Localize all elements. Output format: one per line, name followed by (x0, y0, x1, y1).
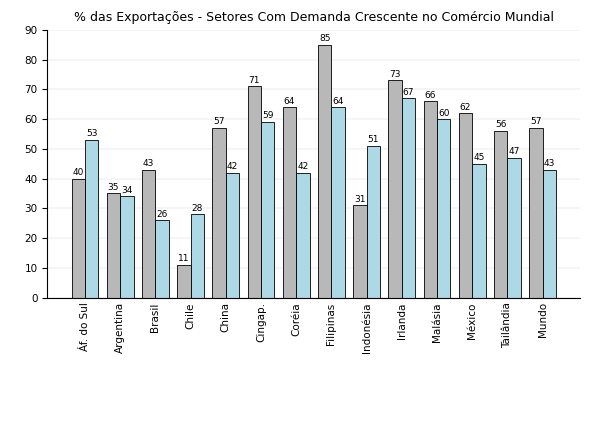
Bar (283, 107, 296, 298)
Text: 45: 45 (473, 153, 484, 162)
Text: 60: 60 (438, 108, 449, 118)
Bar (213, 128, 226, 298)
Bar (191, 214, 204, 298)
Bar (437, 119, 451, 298)
Text: 40: 40 (73, 168, 84, 177)
Bar (332, 107, 345, 298)
Text: 31: 31 (354, 195, 366, 204)
Text: 42: 42 (227, 162, 238, 171)
Bar (494, 131, 507, 298)
Bar (296, 173, 310, 298)
Bar (529, 128, 542, 298)
Bar (388, 80, 402, 297)
Bar (226, 173, 239, 298)
Text: 43: 43 (143, 159, 155, 168)
Text: 26: 26 (156, 210, 168, 219)
Bar (542, 170, 556, 298)
Text: 42: 42 (297, 162, 308, 171)
Bar (507, 158, 521, 298)
Text: 71: 71 (249, 76, 260, 85)
Text: 59: 59 (262, 111, 274, 121)
Text: 34: 34 (121, 186, 133, 195)
Text: 47: 47 (509, 147, 520, 156)
Text: 43: 43 (543, 159, 555, 168)
Bar (177, 265, 191, 297)
Bar (120, 196, 134, 298)
Text: 57: 57 (530, 117, 542, 127)
Bar (85, 140, 98, 298)
Bar (402, 98, 415, 298)
Bar (459, 113, 472, 298)
Bar (155, 220, 169, 298)
Text: 64: 64 (332, 96, 344, 106)
Bar (107, 193, 120, 298)
Text: 11: 11 (178, 254, 189, 264)
Bar (472, 164, 485, 298)
Text: 67: 67 (403, 88, 414, 97)
Bar (318, 45, 332, 298)
Text: 53: 53 (86, 129, 98, 139)
Bar (366, 146, 380, 298)
Text: 85: 85 (319, 34, 330, 43)
Bar (72, 178, 85, 298)
Text: 66: 66 (424, 91, 436, 100)
Title: % das Exportações - Setores Com Demanda Crescente no Comércio Mundial: % das Exportações - Setores Com Demanda … (74, 11, 554, 24)
Text: 28: 28 (192, 204, 203, 213)
Bar (247, 86, 261, 298)
Text: 35: 35 (108, 183, 119, 192)
Bar (424, 101, 437, 298)
Text: 57: 57 (213, 117, 225, 127)
Text: 56: 56 (495, 120, 506, 130)
Text: 51: 51 (368, 135, 379, 144)
Bar (142, 170, 155, 298)
Text: 64: 64 (284, 96, 295, 106)
Bar (261, 122, 274, 298)
Text: 73: 73 (390, 70, 401, 79)
Bar (353, 205, 366, 298)
Text: 62: 62 (460, 102, 471, 112)
